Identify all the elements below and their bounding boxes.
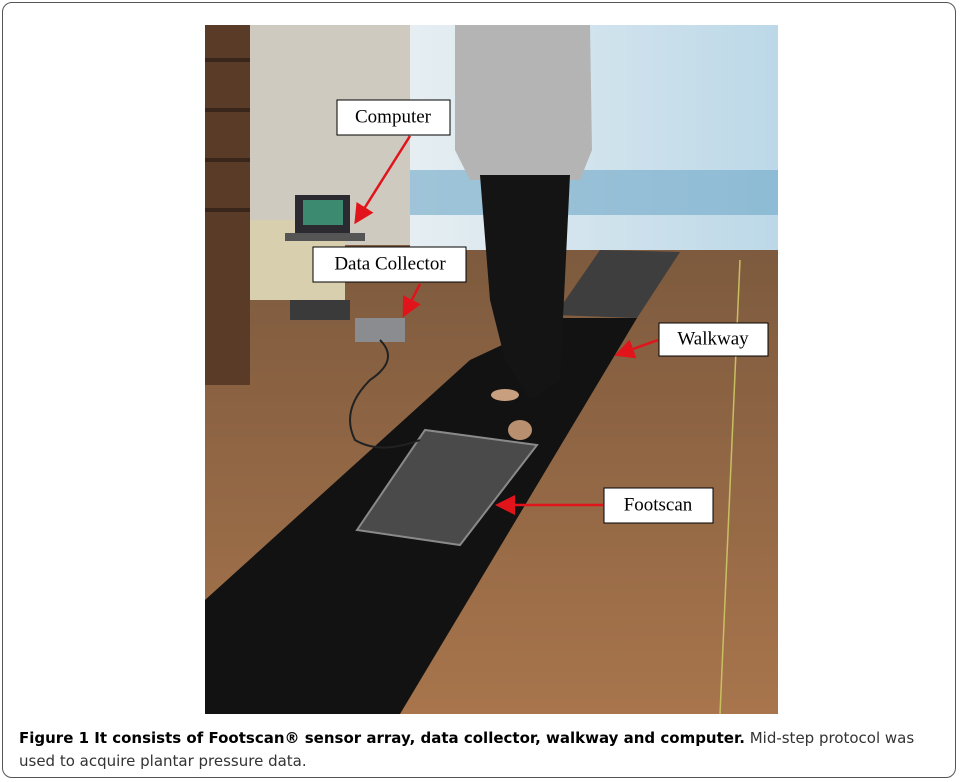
- figure-caption: Figure 1 It consists of Footscan® sensor…: [19, 727, 939, 773]
- label: Walkway: [677, 328, 749, 349]
- label: Data Collector: [334, 253, 446, 274]
- page: Computer Data Collector Walkway Footscan…: [0, 0, 960, 782]
- figure-photo: Computer Data Collector Walkway Footscan: [0, 0, 960, 782]
- label: Footscan: [624, 494, 693, 515]
- caption-title: Figure 1 It consists of Footscan® sensor…: [19, 729, 745, 747]
- label: Computer: [355, 106, 432, 127]
- photo: [205, 25, 778, 714]
